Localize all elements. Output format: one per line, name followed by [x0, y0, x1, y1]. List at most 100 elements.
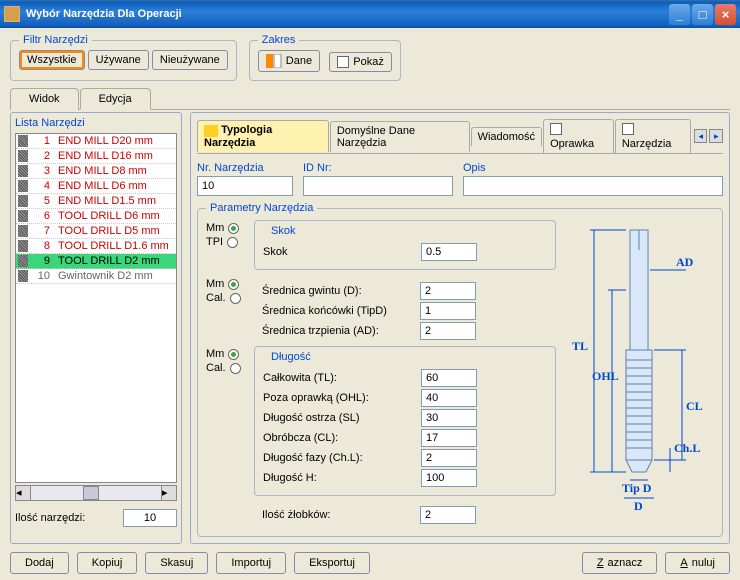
subtab-typologia[interactable]: Typologia Narzędzia [197, 120, 329, 151]
nr-input[interactable] [197, 176, 293, 196]
tool-diagram: TL OHL CL Ch.L AD [566, 220, 714, 528]
id-input[interactable] [303, 176, 453, 196]
radio-tpi-skok[interactable] [227, 237, 238, 248]
svg-text:D: D [634, 499, 643, 510]
tool-row[interactable]: 7TOOL DRILL D5 mm [16, 224, 176, 239]
id-label: ID Nr: [303, 162, 453, 174]
tool-num: 1 [34, 135, 50, 147]
d-input[interactable] [420, 282, 476, 300]
nr-label: Nr. Narzędzia [197, 162, 293, 174]
range-fieldset: Zakres Dane Pokaż [249, 34, 401, 81]
tool-name: END MILL D20 mm [58, 135, 153, 147]
radio-cal-len[interactable] [230, 363, 241, 374]
skok-input[interactable] [421, 243, 477, 261]
tool-icon [18, 195, 28, 207]
maximize-button[interactable]: □ [692, 4, 713, 25]
tool-name: TOOL DRILL D2 mm [58, 255, 160, 267]
radio-mm-len[interactable] [228, 349, 239, 360]
scroll-track[interactable] [31, 485, 161, 501]
svg-text:OHL: OHL [592, 369, 619, 383]
radio-mm-skok[interactable] [228, 223, 239, 234]
tl-input[interactable] [421, 369, 477, 387]
ohl-label: Poza oprawką (OHL): [263, 392, 413, 404]
eksportuj-button[interactable]: Eksportuj [294, 552, 370, 574]
svg-text:CL: CL [686, 399, 703, 413]
tool-row[interactable]: 1 END MILL D20 mm [16, 134, 176, 149]
tipd-input[interactable] [420, 302, 476, 320]
scroll-left-button[interactable]: ◂ [15, 485, 31, 501]
anuluj-button[interactable]: Anuluj [665, 552, 730, 574]
slots-label: Ilość żłobków: [262, 509, 412, 521]
tipd-label: Średnica końcówki (TipD) [262, 305, 412, 317]
tab-edycja[interactable]: Edycja [80, 88, 151, 110]
cl-input[interactable] [421, 429, 477, 447]
tool-num: 4 [34, 180, 50, 192]
svg-text:Tip D: Tip D [622, 481, 652, 495]
filter-all-button[interactable]: Wszystkie [19, 50, 85, 70]
importuj-button[interactable]: Importuj [216, 552, 286, 574]
h-input[interactable] [421, 469, 477, 487]
horizontal-scrollbar[interactable]: ◂ ▸ [15, 485, 177, 501]
dodaj-button[interactable]: Dodaj [10, 552, 69, 574]
tool-name: TOOL DRILL D6 mm [58, 210, 160, 222]
range-pokaz-button[interactable]: Pokaż [329, 52, 392, 72]
tool-row[interactable]: 10Gwintownik D2 mm [16, 269, 176, 284]
checkbox-icon [622, 123, 634, 135]
subtab-domyslne[interactable]: Domyślne Dane Narzędzia [330, 121, 470, 152]
range-dane-button[interactable]: Dane [258, 50, 320, 72]
tool-row[interactable]: 6TOOL DRILL D6 mm [16, 209, 176, 224]
chl-input[interactable] [421, 449, 477, 467]
subtab-narzedzia[interactable]: Narzędzia [615, 119, 691, 153]
right-panel: Typologia Narzędzia Domyślne Dane Narzęd… [190, 112, 730, 544]
tool-row[interactable]: 2END MILL D16 mm [16, 149, 176, 164]
tool-row[interactable]: 8TOOL DRILL D1.6 mm [16, 239, 176, 254]
tool-icon [18, 150, 28, 162]
tool-icon [18, 165, 28, 177]
app-icon [4, 6, 20, 22]
tool-count-label: Ilość narzędzi: [15, 512, 115, 524]
tool-row[interactable]: 5 END MILL D1.5 mm [16, 194, 176, 209]
tool-num: 3 [34, 165, 50, 177]
scroll-right-button[interactable]: ▸ [161, 485, 177, 501]
tool-num: 5 [34, 195, 50, 207]
slots-input[interactable] [420, 506, 476, 524]
skasuj-button[interactable]: Skasuj [145, 552, 208, 574]
tool-row[interactable]: 3END MILL D8 mm [16, 164, 176, 179]
opis-label: Opis [463, 162, 723, 174]
tool-row[interactable]: 4 END MILL D6 mm [16, 179, 176, 194]
close-button[interactable]: × [715, 4, 736, 25]
sl-input[interactable] [421, 409, 477, 427]
tool-icon [18, 270, 28, 282]
left-panel: Lista Narzędzi 1END MILL D20 mm2END MILL… [10, 112, 182, 544]
sl-label: Długość ostrza (SL) [263, 412, 413, 424]
tool-name: END MILL D1.5 mm [58, 195, 156, 207]
tool-row[interactable]: 9 TOOL DRILL D2 mm [16, 254, 176, 269]
tool-list[interactable]: 1END MILL D20 mm2END MILL D16 mm3END MIL… [15, 133, 177, 483]
tool-icon [18, 240, 28, 252]
zaznacz-button[interactable]: Zaznacz [582, 552, 658, 574]
subtab-scroll-left[interactable]: ◂ [694, 129, 708, 143]
subtab-oprawka[interactable]: Oprawka [543, 119, 614, 153]
filter-unused-button[interactable]: Nieużywane [152, 50, 228, 70]
kopiuj-button[interactable]: Kopiuj [77, 552, 138, 574]
skok-label: Skok [263, 246, 413, 258]
tool-num: 9 [34, 255, 50, 267]
opis-input[interactable] [463, 176, 723, 196]
tool-num: 8 [34, 240, 50, 252]
subtab-wiadomosc[interactable]: Wiadomość [471, 127, 542, 146]
checkbox-icon [337, 56, 349, 68]
ohl-input[interactable] [421, 389, 477, 407]
scroll-thumb[interactable] [83, 486, 99, 500]
sub-tabs: Typologia Narzędzia Domyślne Dane Narzęd… [197, 119, 723, 154]
subtab-scroll-right[interactable]: ▸ [709, 129, 723, 143]
radio-cal-dims[interactable] [230, 293, 241, 304]
tool-count-input[interactable] [123, 509, 177, 527]
skok-legend: Skok [267, 225, 299, 237]
filter-used-button[interactable]: Używane [88, 50, 149, 70]
radio-mm-dims[interactable] [228, 279, 239, 290]
minimize-button[interactable]: _ [669, 4, 690, 25]
ad-input[interactable] [420, 322, 476, 340]
filter-fieldset: Filtr Narzędzi Wszystkie Używane Nieużyw… [10, 34, 237, 81]
tab-widok[interactable]: Widok [10, 88, 79, 110]
tool-name: END MILL D6 mm [58, 180, 147, 192]
